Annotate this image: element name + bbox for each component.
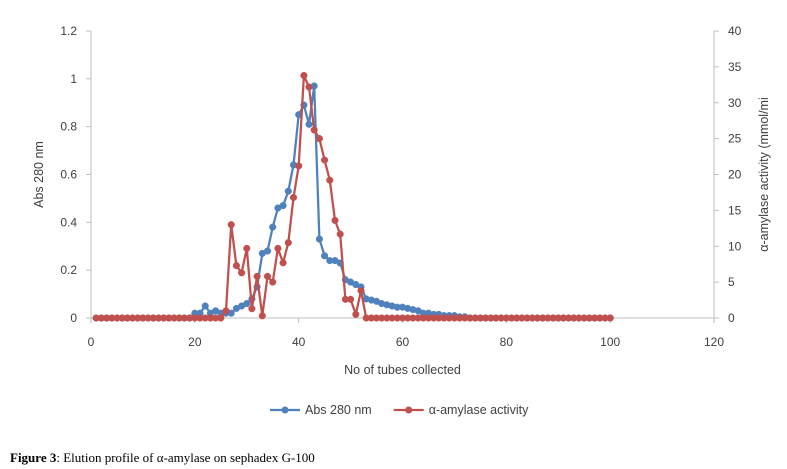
data-point — [232, 262, 240, 270]
data-point — [238, 269, 246, 277]
data-point — [326, 176, 334, 184]
y2-tick-label: 40 — [728, 24, 742, 38]
legend: Abs 280 nm α-amylase activity — [270, 403, 529, 417]
x-axis-ticks: 0 20 40 60 80 100 120 — [88, 318, 724, 349]
data-point — [305, 120, 313, 128]
legend-swatch-marker — [405, 406, 413, 414]
legend-item-1: Abs 280 nm — [270, 403, 372, 417]
data-point — [269, 278, 277, 286]
y2-tick-label: 30 — [728, 96, 742, 110]
data-point — [295, 162, 303, 170]
y-axis-ticks: 0 0.2 0.4 0.6 0.8 1 1.2 — [60, 24, 91, 325]
data-point — [269, 223, 277, 231]
data-point — [321, 252, 329, 260]
data-point — [248, 305, 256, 313]
legend-item-2: α-amylase activity — [393, 403, 529, 417]
data-point — [217, 314, 225, 322]
data-point — [336, 230, 344, 238]
data-point — [321, 156, 329, 164]
x-tick-label: 0 — [88, 335, 95, 349]
x-axis-title: No of tubes collected — [344, 363, 461, 377]
data-point — [222, 307, 230, 315]
data-point — [201, 302, 209, 310]
data-point — [258, 312, 266, 320]
y-tick-label: 0 — [70, 311, 77, 325]
data-point — [606, 314, 614, 322]
data-point — [357, 287, 365, 295]
y-tick-label: 0.4 — [60, 215, 77, 229]
y2-tick-label: 25 — [728, 132, 742, 146]
y2-tick-label: 10 — [728, 239, 742, 253]
y-tick-label: 1 — [70, 72, 77, 86]
data-point — [263, 247, 272, 255]
data-point — [243, 300, 251, 308]
x-tick-label: 100 — [600, 335, 620, 349]
data-point — [243, 244, 251, 252]
x-tick-label: 60 — [396, 335, 410, 349]
y2-tick-label: 20 — [728, 168, 742, 182]
series-2 — [92, 71, 614, 322]
data-point — [289, 193, 298, 202]
data-point — [315, 235, 323, 243]
y2-axis-title: α-amylase activity (mmol/mi — [757, 97, 771, 251]
y2-tick-label: 15 — [728, 203, 742, 217]
series-1 — [92, 82, 614, 322]
y-tick-label: 0.6 — [60, 168, 77, 182]
data-point — [274, 244, 282, 252]
legend-label: Abs 280 nm — [305, 403, 372, 417]
x-tick-label: 20 — [188, 335, 202, 349]
x-tick-label: 80 — [500, 335, 514, 349]
legend-swatch-marker — [281, 406, 289, 414]
data-point — [331, 216, 339, 224]
data-point — [253, 272, 261, 280]
figure-caption: Figure 3: Elution profile of α-amylase o… — [10, 450, 315, 466]
data-point — [263, 272, 272, 280]
data-point — [315, 135, 323, 143]
series-layer — [92, 71, 614, 322]
y-axis-title: Abs 280 nm — [32, 141, 46, 208]
data-point — [347, 295, 355, 303]
y2-tick-label: 0 — [728, 311, 735, 325]
x-tick-label: 40 — [292, 335, 306, 349]
data-point — [227, 221, 235, 229]
data-point — [352, 310, 360, 318]
data-point — [300, 71, 308, 80]
figure-caption-label: Figure 3 — [10, 450, 57, 465]
x-tick-label: 120 — [704, 335, 724, 349]
data-point — [310, 126, 318, 134]
chart-svg: 0 0.2 0.4 0.6 0.8 1 1.2 0 5 10 15 20 25 30 35 40 0 20 40… — [32, 24, 771, 417]
y2-axis-ticks: 0 5 10 15 20 25 30 35 40 — [714, 24, 742, 325]
y-tick-label: 0.2 — [60, 263, 77, 277]
data-point — [284, 239, 292, 247]
y-tick-label: 1.2 — [60, 24, 77, 38]
data-point — [279, 259, 287, 267]
data-point — [305, 83, 313, 91]
y2-tick-label: 35 — [728, 60, 742, 74]
figure-caption-text: : Elution profile of α-amylase on sephad… — [56, 450, 315, 465]
y2-tick-label: 5 — [728, 275, 735, 289]
y-tick-label: 0.8 — [60, 120, 77, 134]
data-point — [284, 187, 292, 195]
legend-label: α-amylase activity — [429, 403, 529, 417]
data-point — [279, 202, 287, 210]
